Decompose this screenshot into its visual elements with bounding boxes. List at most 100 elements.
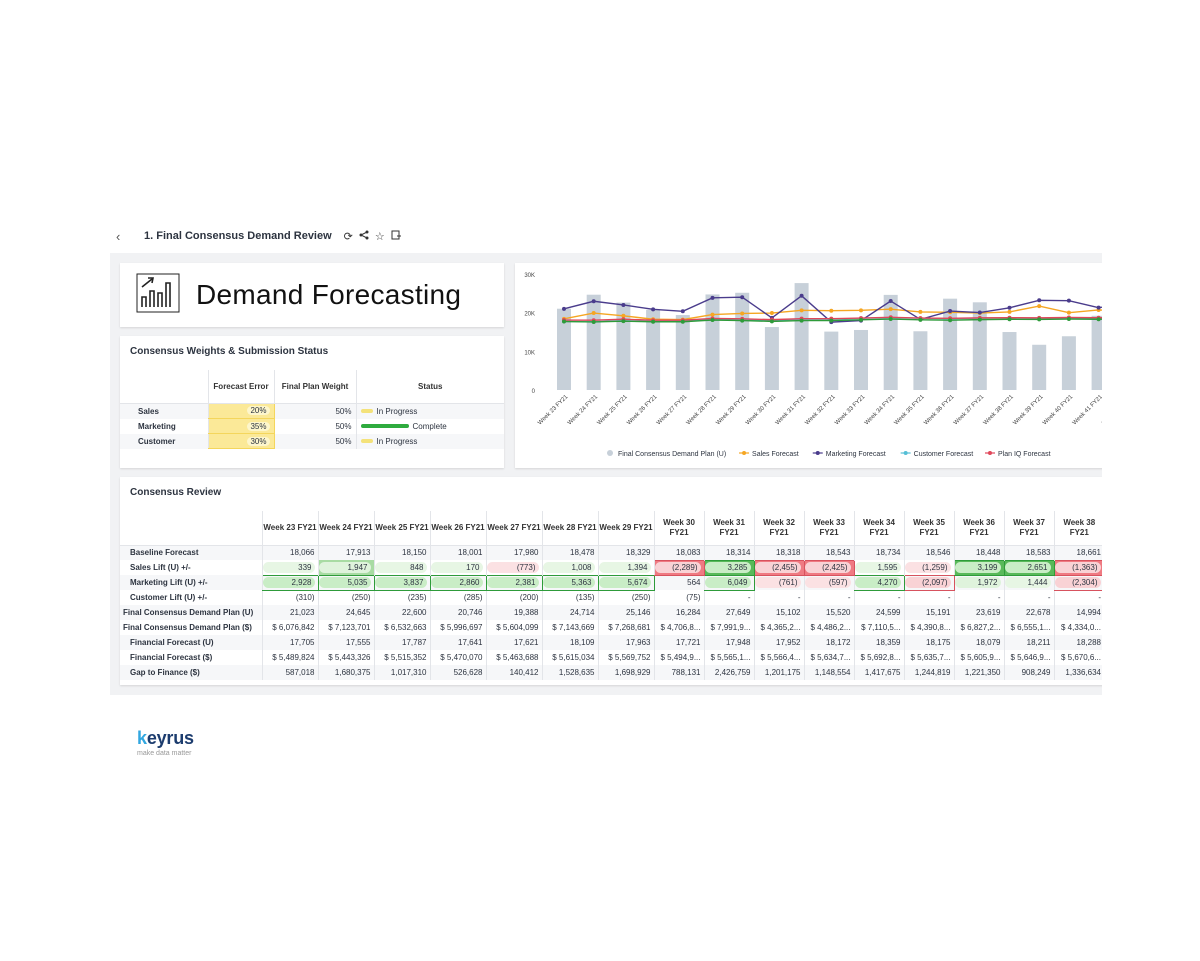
demand-plan-bar[interactable] bbox=[764, 327, 779, 390]
table-cell: 17,621 bbox=[485, 635, 542, 650]
demand-plan-bar[interactable] bbox=[705, 294, 720, 390]
table-cell: (761) bbox=[753, 575, 804, 590]
star-icon[interactable]: ☆ bbox=[374, 230, 385, 243]
data-point[interactable] bbox=[591, 299, 596, 304]
table-cell: 19,388 bbox=[485, 605, 542, 620]
legend-item[interactable]: Customer Forecast bbox=[900, 451, 974, 458]
data-point[interactable] bbox=[651, 319, 656, 324]
demand-plan-bar[interactable] bbox=[616, 302, 631, 390]
forecast-error-cell: 20% bbox=[207, 402, 275, 419]
data-point[interactable] bbox=[740, 318, 745, 323]
data-point[interactable] bbox=[680, 319, 685, 324]
data-point[interactable] bbox=[769, 311, 774, 316]
demand-plan-bar[interactable] bbox=[1032, 344, 1047, 390]
data-point[interactable] bbox=[562, 319, 566, 324]
demand-plan-bar[interactable] bbox=[735, 292, 750, 390]
legend-item[interactable]: Plan IQ Forecast bbox=[985, 451, 1051, 458]
demand-plan-bar[interactable] bbox=[1002, 332, 1017, 390]
demand-plan-bar[interactable] bbox=[1091, 315, 1102, 390]
data-point[interactable] bbox=[799, 318, 804, 323]
data-point[interactable] bbox=[1066, 310, 1071, 315]
data-point[interactable] bbox=[1007, 309, 1012, 314]
data-point[interactable] bbox=[1007, 305, 1012, 310]
demand-plan-bar[interactable] bbox=[943, 298, 958, 390]
data-point[interactable] bbox=[799, 308, 804, 313]
data-point[interactable] bbox=[948, 318, 953, 323]
demand-plan-bar[interactable] bbox=[972, 302, 987, 390]
forecast-line[interactable] bbox=[563, 318, 1102, 323]
data-point[interactable] bbox=[710, 318, 715, 323]
table-cell: 17,721 bbox=[653, 635, 704, 650]
table-cell: 5,363 bbox=[541, 574, 599, 591]
data-point[interactable] bbox=[918, 317, 923, 322]
demand-plan-bar[interactable] bbox=[557, 308, 571, 390]
data-point[interactable] bbox=[591, 311, 596, 316]
data-point[interactable] bbox=[562, 306, 566, 311]
data-point[interactable] bbox=[680, 309, 685, 314]
data-point[interactable] bbox=[769, 319, 774, 324]
data-point[interactable] bbox=[651, 307, 656, 312]
demand-plan-bar[interactable] bbox=[586, 294, 601, 390]
chevron-left-icon[interactable]: ‹ bbox=[116, 228, 121, 244]
data-point[interactable] bbox=[888, 317, 893, 322]
data-point[interactable] bbox=[1096, 305, 1101, 310]
status-cell: In Progress bbox=[355, 403, 504, 419]
legend-item[interactable]: Sales Forecast bbox=[739, 451, 799, 458]
data-point[interactable] bbox=[948, 309, 953, 314]
table-row: Financial Forecast (U) 17,705 17,555 17,787… bbox=[120, 635, 1102, 650]
column-header: Week 28 FY21 bbox=[541, 511, 598, 546]
data-point[interactable] bbox=[710, 312, 715, 317]
data-point[interactable] bbox=[918, 309, 923, 314]
table-cell: (2,425) bbox=[803, 559, 855, 576]
x-tick-label: Week 36 FY21 bbox=[923, 394, 956, 427]
table-cell: 3,285 bbox=[703, 559, 755, 576]
x-tick-label: Week 33 FY21 bbox=[834, 394, 867, 427]
demand-plan-bar[interactable] bbox=[675, 315, 690, 390]
data-point[interactable] bbox=[799, 293, 804, 298]
table-cell: 20,746 bbox=[429, 605, 486, 620]
table-cell: $ 5,646,9... bbox=[1003, 650, 1054, 665]
data-point[interactable] bbox=[1096, 317, 1101, 322]
marketing-forecast-line[interactable] bbox=[563, 294, 1102, 323]
bookmark-add-icon[interactable] bbox=[391, 230, 401, 243]
data-point[interactable] bbox=[1037, 317, 1042, 322]
weights-card: Consensus Weights & Submission Status Fo… bbox=[120, 336, 504, 468]
demand-plan-bar[interactable] bbox=[913, 331, 928, 390]
refresh-icon[interactable]: ⟳ bbox=[343, 230, 353, 243]
data-point[interactable] bbox=[1007, 317, 1012, 322]
data-point[interactable] bbox=[888, 299, 893, 304]
demand-plan-bar[interactable] bbox=[854, 329, 868, 390]
data-point[interactable] bbox=[1037, 298, 1042, 303]
plan-iq-forecast-line[interactable] bbox=[563, 316, 1102, 321]
legend-item[interactable]: Final Consensus Demand Plan (U) bbox=[607, 450, 726, 458]
data-point[interactable] bbox=[1037, 304, 1042, 309]
demand-plan-bar[interactable] bbox=[824, 331, 839, 390]
legend-item[interactable]: Marketing Forecast bbox=[812, 451, 886, 458]
y-tick-label: 30K bbox=[524, 273, 535, 279]
table-cell: $ 5,489,824 bbox=[261, 650, 318, 665]
share-icon[interactable] bbox=[359, 230, 369, 243]
column-header: Week 32 FY21 bbox=[753, 511, 804, 546]
data-point[interactable] bbox=[621, 319, 626, 324]
data-point[interactable] bbox=[591, 319, 596, 324]
sales-forecast-line[interactable] bbox=[563, 305, 1102, 321]
demand-plan-bar[interactable] bbox=[1061, 336, 1076, 390]
data-point[interactable] bbox=[740, 295, 745, 300]
data-point[interactable] bbox=[859, 308, 863, 313]
data-point[interactable] bbox=[710, 295, 715, 300]
data-point[interactable] bbox=[829, 318, 834, 323]
demand-plan-bar[interactable] bbox=[646, 309, 661, 390]
data-point[interactable] bbox=[1066, 298, 1071, 303]
data-point[interactable] bbox=[977, 317, 982, 322]
data-point[interactable] bbox=[740, 311, 745, 316]
table-cell: (2,304) bbox=[1053, 574, 1102, 591]
data-point[interactable] bbox=[888, 307, 893, 312]
table-cell: 17,913 bbox=[317, 545, 374, 560]
row-label: Financial Forecast ($) bbox=[130, 653, 213, 662]
data-point[interactable] bbox=[859, 317, 863, 322]
data-point[interactable] bbox=[977, 310, 982, 315]
data-point[interactable] bbox=[829, 308, 834, 313]
data-point[interactable] bbox=[1066, 317, 1071, 322]
data-point[interactable] bbox=[621, 302, 626, 307]
data-point[interactable] bbox=[621, 313, 626, 318]
